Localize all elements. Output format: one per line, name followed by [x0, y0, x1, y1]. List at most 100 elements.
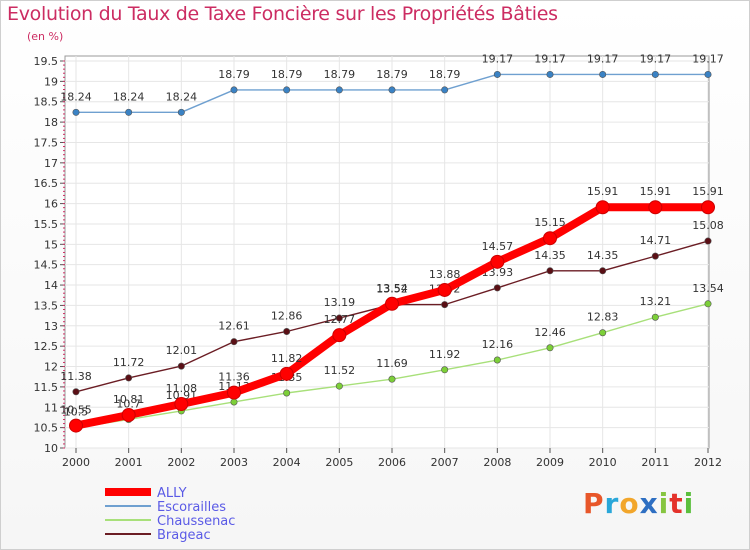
data-label-ally: 11.82: [271, 352, 303, 365]
y-tick-label: 17: [44, 157, 58, 170]
data-label-chaussenac: 12.16: [482, 338, 514, 351]
y-tick-label: 17.5: [34, 136, 59, 149]
data-label-chaussenac: 12.46: [534, 326, 566, 339]
data-label-chaussenac: 12.83: [587, 311, 619, 324]
data-point-chaussenac: [493, 356, 501, 364]
data-point-chaussenac: [335, 382, 343, 390]
data-point-escorailles: [125, 108, 133, 116]
x-tick-label: 2006: [378, 456, 406, 469]
data-label-escorailles: 18.24: [166, 90, 198, 103]
data-point-ally: [595, 200, 610, 215]
data-label-ally: 15.15: [534, 216, 566, 229]
logo-letter: P: [583, 487, 605, 520]
data-point-ally: [174, 397, 189, 412]
data-label-ally: 12.77: [324, 313, 356, 326]
data-label-brageac: 15.08: [692, 219, 724, 232]
legend-label-chaussenac: Chaussenac: [157, 514, 235, 529]
data-label-chaussenac: 13.21: [640, 295, 672, 308]
data-label-brageac: 12.86: [271, 309, 303, 322]
y-tick-label: 13.5: [34, 299, 59, 312]
y-tick-label: 14.5: [34, 259, 59, 272]
data-point-ally: [227, 385, 241, 400]
data-label-escorailles: 18.79: [376, 68, 408, 81]
data-point-brageac: [651, 252, 659, 260]
x-tick-label: 2007: [431, 456, 459, 469]
x-tick-label: 2012: [694, 456, 722, 469]
data-label-ally: 11.08: [166, 382, 198, 395]
legend-label-escorailles: Escorailles: [157, 500, 226, 515]
data-label-escorailles: 18.24: [60, 90, 92, 103]
data-point-chaussenac: [599, 329, 607, 337]
data-label-escorailles: 18.24: [113, 90, 145, 103]
logo-letter: t: [669, 487, 684, 520]
data-point-chaussenac: [283, 389, 291, 397]
data-point-escorailles: [493, 70, 501, 78]
data-point-ally: [385, 296, 399, 311]
y-tick-label: 15: [44, 238, 58, 251]
plot-area: [64, 55, 710, 449]
data-label-brageac: 14.71: [640, 234, 672, 247]
data-label-brageac: 12.01: [166, 344, 198, 357]
data-point-ally: [437, 282, 452, 297]
y-tick-label: 12: [44, 361, 58, 374]
data-point-chaussenac: [546, 344, 554, 352]
logo-letter: x: [639, 487, 659, 520]
data-point-brageac: [177, 362, 185, 370]
x-tick-label: 2003: [220, 456, 248, 469]
y-tick-label: 19: [44, 75, 58, 88]
data-label-ally: 14.57: [482, 240, 514, 253]
data-point-escorailles: [177, 108, 185, 116]
y-tick-label: 12.5: [34, 340, 59, 353]
data-label-chaussenac: 11.69: [376, 357, 408, 370]
data-label-ally: 10.55: [60, 404, 92, 417]
data-point-brageac: [546, 267, 554, 275]
y-tick-label: 11.5: [34, 381, 59, 394]
y-tick-label: 18: [44, 116, 58, 129]
data-point-ally: [69, 418, 83, 433]
y-tick-label: 13: [44, 320, 58, 333]
logo-letter: i: [683, 487, 695, 520]
y-tick-label: 11: [44, 401, 58, 414]
y-tick-label: 16.5: [34, 177, 59, 190]
data-label-escorailles: 19.17: [534, 52, 566, 65]
data-label-chaussenac: 11.52: [324, 364, 356, 377]
data-label-brageac: 14.35: [587, 249, 619, 262]
x-tick-label: 2004: [273, 456, 301, 469]
data-label-brageac: 11.38: [60, 370, 92, 383]
data-label-escorailles: 19.17: [692, 52, 724, 65]
data-label-chaussenac: 13.54: [692, 282, 724, 295]
data-point-chaussenac: [651, 313, 659, 321]
x-tick-label: 2010: [589, 456, 617, 469]
x-tick-label: 2005: [325, 456, 353, 469]
proxiti-logo: Proxiti: [583, 487, 694, 520]
chart-title: Evolution du Taux de Taxe Foncière sur l…: [7, 3, 558, 25]
data-point-brageac: [283, 327, 291, 335]
y-tick-label: 16: [44, 198, 58, 211]
data-label-escorailles: 18.79: [324, 68, 356, 81]
data-label-escorailles: 19.17: [587, 52, 619, 65]
chart-subtitle: (en %): [27, 30, 64, 43]
data-label-ally: 13.54: [376, 282, 408, 295]
data-point-brageac: [335, 314, 343, 322]
data-label-escorailles: 19.17: [640, 52, 672, 65]
data-point-brageac: [125, 374, 133, 382]
data-label-ally: 10.81: [113, 393, 145, 406]
data-point-ally: [332, 328, 347, 343]
y-tick-label: 15.5: [34, 218, 59, 231]
logo-letter: i: [658, 487, 670, 520]
data-point-brageac: [230, 338, 238, 346]
data-label-ally: 15.91: [587, 185, 619, 198]
data-point-escorailles: [441, 86, 449, 94]
x-tick-label: 2009: [536, 456, 564, 469]
y-tick-label: 14: [44, 279, 58, 292]
data-point-escorailles: [283, 86, 291, 94]
data-point-brageac: [704, 237, 712, 245]
data-label-brageac: 12.61: [218, 320, 250, 333]
data-label-ally: 15.91: [640, 185, 672, 198]
data-label-escorailles: 18.79: [429, 68, 461, 81]
data-point-chaussenac: [388, 375, 396, 383]
data-point-brageac: [72, 388, 80, 396]
data-point-brageac: [441, 301, 449, 309]
x-tick-label: 2000: [62, 456, 90, 469]
legend-label-brageac: Brageac: [157, 528, 211, 543]
